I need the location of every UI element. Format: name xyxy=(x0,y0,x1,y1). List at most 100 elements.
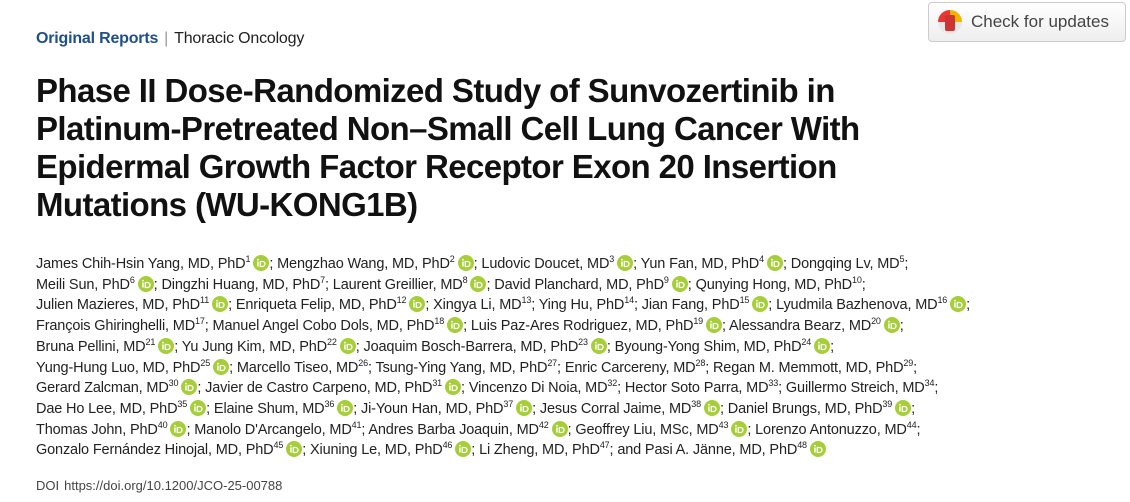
title-line: Phase II Dose-Randomized Study of Sunvoz… xyxy=(36,72,835,109)
author-name: François Ghiringhelli, MD xyxy=(36,318,196,335)
separator: ; xyxy=(471,442,476,459)
orcid-icon[interactable] xyxy=(447,317,464,334)
orcid-icon[interactable] xyxy=(703,399,720,416)
orcid-icon[interactable] xyxy=(212,296,229,313)
author-name: Thomas John, PhD xyxy=(36,421,158,438)
affiliation-number: 24 xyxy=(801,336,812,347)
author: Meili Sun, PhD6 xyxy=(36,274,154,293)
author: Alessandra Bearz, MD20 xyxy=(729,317,900,334)
affiliation-number: 34 xyxy=(924,378,935,389)
orcid-icon[interactable] xyxy=(671,275,688,292)
affiliation-number: 13 xyxy=(521,295,532,306)
separator: ; xyxy=(783,256,787,272)
orcid-icon[interactable] xyxy=(950,296,967,313)
check-updates-button[interactable]: Check for updates xyxy=(928,2,1126,42)
orcid-icon[interactable] xyxy=(190,399,207,416)
separator: ; xyxy=(463,318,467,335)
orcid-icon[interactable] xyxy=(286,441,303,458)
doi-link[interactable]: https://doi.org/10.1200/JCO-25-00788 xyxy=(64,478,283,493)
orcid-icon[interactable] xyxy=(551,420,568,437)
affiliation-number: 2 xyxy=(449,254,455,265)
orcid-icon[interactable] xyxy=(213,358,230,375)
orcid-icon[interactable] xyxy=(457,255,474,271)
separator: ; xyxy=(355,338,360,355)
author-name: Jian Fang, PhD xyxy=(641,297,740,314)
author-name: Xiuning Le, MD, PhD xyxy=(310,442,443,459)
author-list: James Chih-Hsin Yang, MD, PhD1; Mengzhao… xyxy=(36,254,970,461)
orcid-icon[interactable] xyxy=(337,399,354,416)
affiliation-number: 40 xyxy=(157,419,168,430)
orcid-icon[interactable] xyxy=(455,441,472,458)
author: Bruna Pellini, MD21 xyxy=(36,337,175,355)
orcid-icon[interactable] xyxy=(731,420,748,437)
author-name: Meili Sun, PhD xyxy=(36,276,130,293)
affiliation-number: 31 xyxy=(432,378,443,389)
orcid-icon[interactable] xyxy=(590,337,607,354)
orcid-icon[interactable] xyxy=(445,379,462,396)
orcid-icon[interactable] xyxy=(814,337,831,354)
orcid-icon[interactable] xyxy=(706,317,723,334)
orcid-icon[interactable] xyxy=(170,420,187,437)
author-name: Gonzalo Fernández Hinojal, MD, PhD xyxy=(36,442,274,459)
author-name: Jesus Corral Jaime, MD xyxy=(539,400,692,417)
affiliation-number: 46 xyxy=(442,440,453,451)
author: Lyudmila Bazhenova, MD16 xyxy=(776,296,967,313)
orcid-icon[interactable] xyxy=(470,275,487,292)
category-label[interactable]: Thoracic Oncology xyxy=(174,30,305,47)
separator: ; xyxy=(911,400,916,417)
separator: ; xyxy=(768,297,773,314)
separator: ; xyxy=(229,359,233,376)
author-name: Ji-Youn Han, MD, PhD xyxy=(361,400,504,417)
separator: ; xyxy=(617,380,622,397)
orcid-icon[interactable] xyxy=(752,296,769,313)
separator: ; xyxy=(204,318,209,335)
affiliation-number: 8 xyxy=(462,274,468,285)
orcid-icon[interactable] xyxy=(617,255,634,271)
author: Dingzhi Huang, MD, PhD7 xyxy=(161,275,325,292)
author-name: David Planchard, MD, PhD xyxy=(494,276,664,293)
separator: ; xyxy=(719,400,724,417)
affiliation-number: 41 xyxy=(351,419,362,430)
author: Hector Soto Parra, MD33 xyxy=(625,379,778,396)
orcid-icon[interactable] xyxy=(181,379,198,396)
author-name: Andres Barba Joaquin, MD xyxy=(368,421,539,438)
affiliation-number: 36 xyxy=(324,399,335,410)
author: Joaquim Bosch-Barrera, MD, PhD23 xyxy=(363,337,607,355)
author: Daniel Brungs, MD, PhD39 xyxy=(727,399,912,417)
author-line: James Chih-Hsin Yang, MD, PhD1; Mengzhao… xyxy=(36,254,970,275)
affiliation-number: 43 xyxy=(718,419,729,430)
separator: ; xyxy=(778,380,783,397)
affiliation-number: 6 xyxy=(129,274,135,285)
orcid-icon[interactable] xyxy=(809,441,826,458)
separator: ; xyxy=(473,256,478,272)
orcid-icon[interactable] xyxy=(516,399,533,416)
author: Byoung-Yong Shim, MD, PhD24 xyxy=(615,336,831,355)
author-name: Yung-Hung Luo, MD, PhD xyxy=(36,359,201,376)
orcid-icon[interactable] xyxy=(895,399,912,416)
author: Elaine Shum, MD36 xyxy=(214,399,354,417)
author-name: Li Zheng, MD, PhD xyxy=(479,442,600,459)
orcid-icon[interactable] xyxy=(339,337,356,354)
orcid-icon[interactable] xyxy=(158,337,175,354)
orcid-icon[interactable] xyxy=(409,296,426,313)
author: Ying Hu, PhD14 xyxy=(539,296,634,313)
orcid-icon[interactable] xyxy=(137,275,154,292)
orcid-icon[interactable] xyxy=(253,255,270,271)
author-name: Manolo D'Arcangelo, MD xyxy=(194,421,352,438)
author: Vincenzo Di Noia, MD32 xyxy=(469,379,617,396)
author-line: François Ghiringhelli, MD17; Manuel Ange… xyxy=(36,316,970,337)
separator: ; xyxy=(904,256,909,272)
author-name: Dae Ho Lee, MD, PhD xyxy=(36,400,178,417)
author: Manolo D'Arcangelo, MD41 xyxy=(194,419,362,438)
orcid-icon[interactable] xyxy=(883,317,900,334)
author: Dongqing Lv, MD5 xyxy=(791,255,905,272)
author-name: Manuel Angel Cobo Dols, MD, PhD xyxy=(212,318,435,335)
author-line: Yung-Hung Luo, MD, PhD25; Marcello Tiseo… xyxy=(36,358,970,379)
separator: ; xyxy=(325,276,329,293)
separator: ; xyxy=(353,400,358,417)
author: Andres Barba Joaquin, MD42 xyxy=(368,420,568,438)
section-label[interactable]: Original Reports xyxy=(36,30,159,47)
author-name: Daniel Brungs, MD, PhD xyxy=(727,400,883,417)
orcid-icon[interactable] xyxy=(767,255,783,271)
author: Enric Carcereny, MD28 xyxy=(565,358,706,375)
